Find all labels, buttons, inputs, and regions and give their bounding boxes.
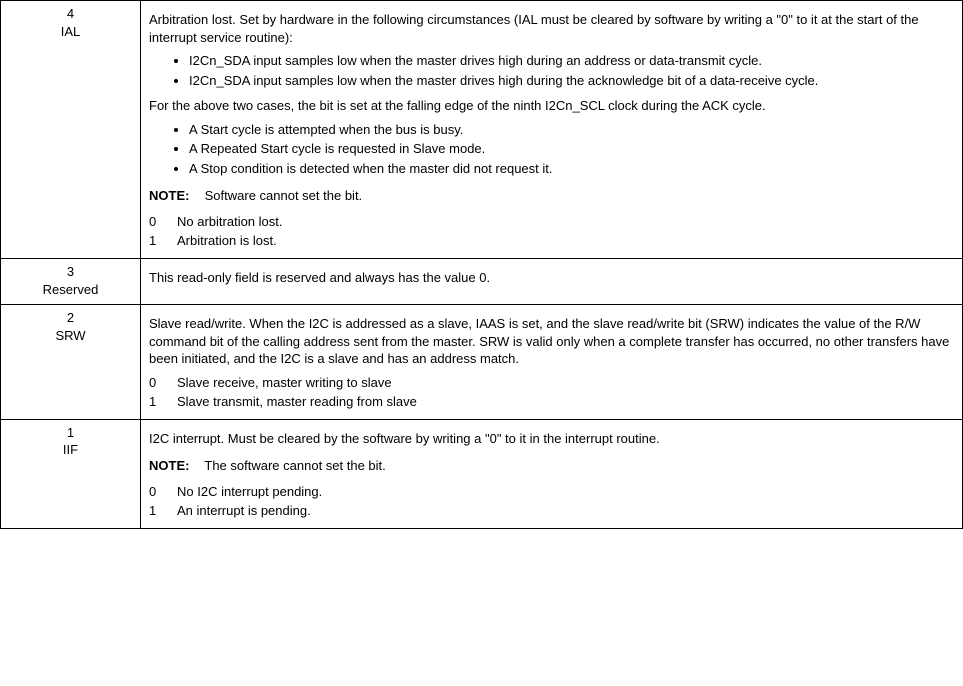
value-desc: No arbitration lost. — [177, 213, 954, 231]
bit-number: 2 — [9, 309, 132, 327]
bit-name: IIF — [9, 441, 132, 459]
description-cell: I2C interrupt. Must be cleared by the so… — [141, 419, 963, 528]
note-block: NOTE: The software cannot set the bit. — [149, 457, 954, 475]
field-intro: Arbitration lost. Set by hardware in the… — [149, 11, 954, 46]
value-key: 1 — [149, 502, 177, 520]
value-row: 0 No I2C interrupt pending. — [149, 483, 954, 501]
table-row: 3 Reserved This read-only field is reser… — [1, 259, 963, 305]
bullet-item: A Start cycle is attempted when the bus … — [189, 121, 954, 139]
note-label: NOTE: — [149, 457, 201, 475]
table-row: 1 IIF I2C interrupt. Must be cleared by … — [1, 419, 963, 528]
value-list: 0 No arbitration lost. 1 Arbitration is … — [149, 213, 954, 250]
note-text: Software cannot set the bit. — [205, 188, 363, 203]
value-row: 0 Slave receive, master writing to slave — [149, 374, 954, 392]
table-row: 4 IAL Arbitration lost. Set by hardware … — [1, 1, 963, 259]
value-key: 0 — [149, 374, 177, 392]
note-block: NOTE: Software cannot set the bit. — [149, 187, 954, 205]
bit-number: 3 — [9, 263, 132, 281]
bit-cell: 2 SRW — [1, 305, 141, 420]
bit-number: 4 — [9, 5, 132, 23]
bullet-item: A Repeated Start cycle is requested in S… — [189, 140, 954, 158]
bit-cell: 1 IIF — [1, 419, 141, 528]
value-key: 1 — [149, 393, 177, 411]
note-text: The software cannot set the bit. — [204, 458, 385, 473]
bit-name: Reserved — [9, 281, 132, 299]
value-row: 1 Slave transmit, master reading from sl… — [149, 393, 954, 411]
value-key: 0 — [149, 213, 177, 231]
bit-cell: 3 Reserved — [1, 259, 141, 305]
table-row: 2 SRW Slave read/write. When the I2C is … — [1, 305, 963, 420]
description-cell: This read-only field is reserved and alw… — [141, 259, 963, 305]
value-row: 1 Arbitration is lost. — [149, 232, 954, 250]
value-desc: Arbitration is lost. — [177, 232, 954, 250]
bit-name: IAL — [9, 23, 132, 41]
value-row: 0 No arbitration lost. — [149, 213, 954, 231]
description-cell: Arbitration lost. Set by hardware in the… — [141, 1, 963, 259]
value-desc: Slave receive, master writing to slave — [177, 374, 954, 392]
bit-cell: 4 IAL — [1, 1, 141, 259]
bit-number: 1 — [9, 424, 132, 442]
field-intro: This read-only field is reserved and alw… — [149, 269, 954, 287]
value-list: 0 No I2C interrupt pending. 1 An interru… — [149, 483, 954, 520]
register-table-page: 4 IAL Arbitration lost. Set by hardware … — [0, 0, 963, 529]
value-key: 1 — [149, 232, 177, 250]
field-intro: Slave read/write. When the I2C is addres… — [149, 315, 954, 368]
note-label: NOTE: — [149, 187, 201, 205]
bit-name: SRW — [9, 327, 132, 345]
value-desc: No I2C interrupt pending. — [177, 483, 954, 501]
bullet-list: I2Cn_SDA input samples low when the mast… — [149, 52, 954, 89]
bullet-item: A Stop condition is detected when the ma… — [189, 160, 954, 178]
description-cell: Slave read/write. When the I2C is addres… — [141, 305, 963, 420]
bullet-item: I2Cn_SDA input samples low when the mast… — [189, 52, 954, 70]
value-key: 0 — [149, 483, 177, 501]
bullet-item: I2Cn_SDA input samples low when the mast… — [189, 72, 954, 90]
bullet-list: A Start cycle is attempted when the bus … — [149, 121, 954, 178]
value-desc: An interrupt is pending. — [177, 502, 954, 520]
value-row: 1 An interrupt is pending. — [149, 502, 954, 520]
field-intro: I2C interrupt. Must be cleared by the so… — [149, 430, 954, 448]
value-desc: Slave transmit, master reading from slav… — [177, 393, 954, 411]
field-mid-text: For the above two cases, the bit is set … — [149, 97, 954, 115]
register-field-table: 4 IAL Arbitration lost. Set by hardware … — [0, 0, 963, 529]
value-list: 0 Slave receive, master writing to slave… — [149, 374, 954, 411]
